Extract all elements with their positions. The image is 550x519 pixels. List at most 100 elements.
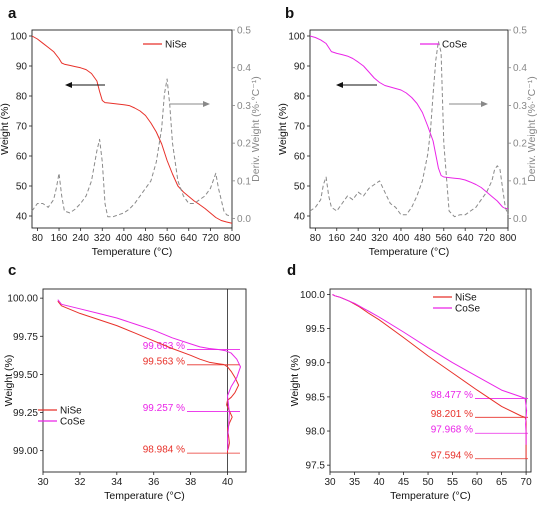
x-tick-label: 36 <box>148 477 160 488</box>
panel-letter: a <box>8 5 17 22</box>
series-line-deriv-weight <box>309 40 509 218</box>
series-line-nise <box>57 300 240 454</box>
legend-label: NiSe <box>60 406 82 417</box>
x-tick-label: 800 <box>500 233 517 244</box>
y2-tick-label: 0.0 <box>513 214 527 225</box>
x-tick-label: 32 <box>74 477 86 488</box>
panel-letter: b <box>285 5 294 22</box>
y-tick-label: 70 <box>16 122 28 133</box>
y-axis-label: Weight (%) <box>3 355 15 407</box>
x-tick-label: 40 <box>373 477 385 488</box>
series-line-nise <box>332 294 527 459</box>
y-tick-label: 50 <box>294 182 306 193</box>
series-line-cose <box>309 35 508 209</box>
x-tick-label: 560 <box>435 233 452 244</box>
y-tick-label: 60 <box>16 152 28 163</box>
x-tick-label: 45 <box>398 477 410 488</box>
x-tick-label: 640 <box>457 233 474 244</box>
y-tick-label: 99.25 <box>13 408 38 419</box>
y-tick-label: 40 <box>16 212 28 223</box>
x-tick-label: 70 <box>521 477 533 488</box>
x-tick-label: 640 <box>180 233 197 244</box>
y2-axis-label: Deriv. Weight (%·°C⁻¹) <box>250 76 262 182</box>
y-tick-label: 98.5 <box>306 392 326 403</box>
x-tick-label: 40 <box>222 477 234 488</box>
annotation-label: 97.968 % <box>431 425 473 436</box>
annotation-label: 99.563 % <box>143 356 185 367</box>
panel-a: a 80 160 240 320 400 480 560 640 720 800 40 50 60 70 80… <box>0 5 262 258</box>
series-line-cose <box>57 299 241 451</box>
annotation-label: 97.594 % <box>431 450 473 461</box>
y2-axis-label: Deriv. Weight (%·°C⁻¹) <box>526 76 538 182</box>
y-tick-label: 100 <box>288 32 305 43</box>
legend-label: NiSe <box>165 40 187 51</box>
x-tick-label: 480 <box>414 233 431 244</box>
x-tick-label: 50 <box>422 477 434 488</box>
y2-tick-label: 0.2 <box>237 139 251 150</box>
legend-label: NiSe <box>455 293 477 304</box>
x-tick-label: 240 <box>350 233 367 244</box>
x-tick-label: 80 <box>32 233 44 244</box>
y-tick-label: 100 <box>10 32 27 43</box>
y2-tick-label: 0.4 <box>237 63 251 74</box>
x-tick-label: 480 <box>137 233 154 244</box>
x-tick-label: 400 <box>116 233 133 244</box>
right-axis-arrowhead <box>203 101 210 107</box>
x-tick-label: 320 <box>94 233 111 244</box>
x-axis-label: Temperature (°C) <box>390 490 471 502</box>
left-axis-arrowhead <box>65 82 72 88</box>
y2-tick-label: 0.4 <box>513 63 527 74</box>
x-tick-label: 80 <box>310 233 322 244</box>
y-tick-label: 90 <box>294 62 306 73</box>
y2-tick-label: 0.3 <box>513 101 527 112</box>
panel-letter: d <box>287 262 296 279</box>
legend-label: CoSe <box>455 304 480 315</box>
plot-frame <box>42 288 247 473</box>
x-tick-label: 30 <box>324 477 336 488</box>
y-tick-label: 99.00 <box>13 446 38 457</box>
y2-tick-label: 0.5 <box>237 26 251 37</box>
annotation-label: 99.663 % <box>143 341 185 352</box>
y2-tick-label: 0.0 <box>237 214 251 225</box>
x-tick-label: 720 <box>202 233 219 244</box>
series-line-deriv-weight <box>31 78 233 218</box>
y-tick-label: 100.0 <box>300 290 325 301</box>
panel-b: b 80 160 240 320 400 480 560 640 720 800 40 50 60 70 80… <box>277 5 538 258</box>
panel-c: c 30 32 34 36 38 40 99.00 99.25 99.50 99.75 100.00 T… <box>3 262 247 502</box>
plot-frame <box>31 29 233 229</box>
legend-label: CoSe <box>442 40 467 51</box>
left-axis-arrowhead <box>336 82 343 88</box>
x-tick-label: 240 <box>72 233 89 244</box>
y2-tick-label: 0.1 <box>513 176 527 187</box>
x-tick-label: 400 <box>393 233 410 244</box>
series-line-cose <box>332 294 528 445</box>
y2-tick-label: 0.2 <box>513 139 527 150</box>
y-tick-label: 100.00 <box>7 294 38 305</box>
y-tick-label: 90 <box>16 62 28 73</box>
y-tick-label: 99.75 <box>13 332 38 343</box>
legend-label: CoSe <box>60 417 85 428</box>
x-tick-label: 160 <box>51 233 68 244</box>
annotation-label: 98.201 % <box>431 409 473 420</box>
x-axis-label: Temperature (°C) <box>92 246 173 258</box>
y-tick-label: 60 <box>294 152 306 163</box>
y-tick-label: 80 <box>16 92 28 103</box>
x-tick-label: 560 <box>159 233 176 244</box>
x-tick-label: 35 <box>349 477 361 488</box>
x-axis-label: Temperature (°C) <box>369 246 450 258</box>
y-tick-label: 99.50 <box>13 370 38 381</box>
x-tick-label: 65 <box>496 477 508 488</box>
panel-letter: c <box>8 262 16 279</box>
x-tick-label: 60 <box>472 477 484 488</box>
x-axis-label: Temperature (°C) <box>104 490 185 502</box>
y2-tick-label: 0.3 <box>237 101 251 112</box>
panel-d: d 30 35 40 45 50 55 60 65 70 97.5 98.0 98.5 99.0 99.5 1… <box>287 262 532 502</box>
y-tick-label: 99.0 <box>306 358 326 369</box>
y-axis-label: Weight (%) <box>277 103 289 155</box>
x-tick-label: 38 <box>185 477 197 488</box>
y2-tick-label: 0.1 <box>237 176 251 187</box>
right-axis-arrowhead <box>481 101 488 107</box>
plot-frame <box>309 29 509 229</box>
y-axis-label: Weight (%) <box>289 355 301 407</box>
